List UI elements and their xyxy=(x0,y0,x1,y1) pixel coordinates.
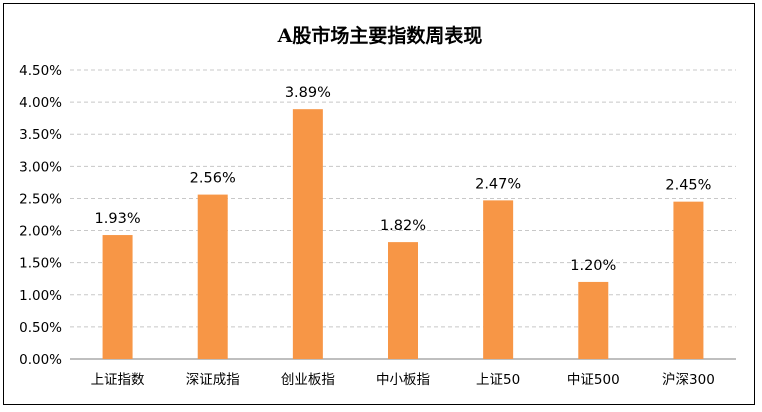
y-tick-label: 3.50% xyxy=(19,127,62,143)
y-tick-label: 2.00% xyxy=(19,224,62,240)
data-label: 1.20% xyxy=(570,258,616,274)
bar xyxy=(483,200,514,359)
bar xyxy=(673,201,704,359)
x-tick-label: 中证500 xyxy=(567,372,620,388)
bar xyxy=(388,242,418,359)
x-tick-label: 上证50 xyxy=(476,372,520,388)
x-tick-label: 沪深300 xyxy=(662,372,715,388)
bar xyxy=(578,281,609,359)
y-tick-label: 1.50% xyxy=(19,256,62,272)
y-tick-label: 2.50% xyxy=(19,191,62,207)
chart-title: A股市场主要指数周表现 xyxy=(277,25,483,47)
x-tick-label: 深证成指 xyxy=(186,372,240,388)
bar xyxy=(197,194,228,359)
data-label: 2.56% xyxy=(190,171,236,187)
y-tick-label: 3.00% xyxy=(19,159,62,175)
y-tick-label: 4.50% xyxy=(19,63,62,79)
data-label: 1.82% xyxy=(380,218,426,234)
y-tick-label: 0.50% xyxy=(19,320,62,336)
bar xyxy=(102,235,133,359)
x-tick-label: 创业板指 xyxy=(281,372,335,388)
y-tick-label: 4.00% xyxy=(19,95,62,111)
data-label: 2.45% xyxy=(665,178,711,194)
y-tick-label: 1.00% xyxy=(19,288,62,304)
data-label: 2.47% xyxy=(475,176,521,192)
y-tick-label: 0.00% xyxy=(19,352,62,368)
x-tick-label: 上证指数 xyxy=(91,372,145,388)
data-label: 3.89% xyxy=(285,85,331,101)
data-label: 1.93% xyxy=(95,211,141,227)
x-tick-label: 中小板指 xyxy=(376,372,430,388)
bar xyxy=(292,109,323,359)
